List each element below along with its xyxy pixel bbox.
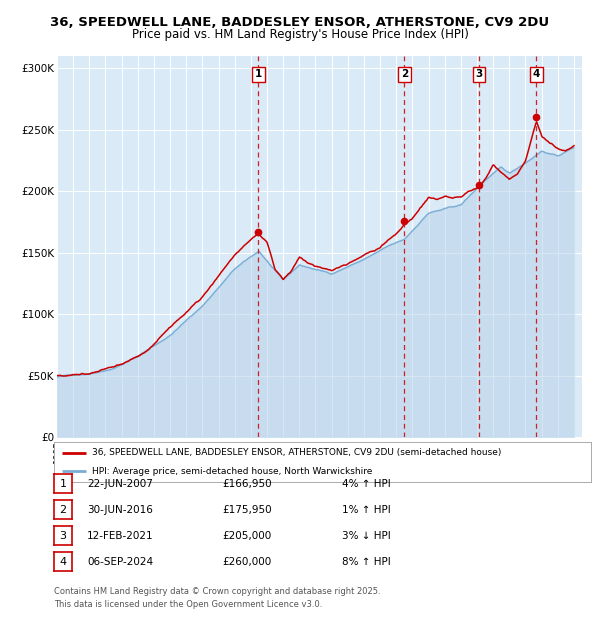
Text: £166,950: £166,950 xyxy=(222,479,272,489)
Text: Contains HM Land Registry data © Crown copyright and database right 2025.: Contains HM Land Registry data © Crown c… xyxy=(54,587,380,596)
Text: 36, SPEEDWELL LANE, BADDESLEY ENSOR, ATHERSTONE, CV9 2DU (semi-detached house): 36, SPEEDWELL LANE, BADDESLEY ENSOR, ATH… xyxy=(92,448,501,458)
Text: 2: 2 xyxy=(401,69,408,79)
Text: £175,950: £175,950 xyxy=(222,505,272,515)
Text: 22-JUN-2007: 22-JUN-2007 xyxy=(87,479,153,489)
Text: 1% ↑ HPI: 1% ↑ HPI xyxy=(342,505,391,515)
Text: 3: 3 xyxy=(59,531,67,541)
Text: 30-JUN-2016: 30-JUN-2016 xyxy=(87,505,153,515)
Text: 1: 1 xyxy=(255,69,262,79)
Text: £205,000: £205,000 xyxy=(222,531,271,541)
Text: 3% ↓ HPI: 3% ↓ HPI xyxy=(342,531,391,541)
Text: 2: 2 xyxy=(59,505,67,515)
Text: 4: 4 xyxy=(533,69,540,79)
Text: 4% ↑ HPI: 4% ↑ HPI xyxy=(342,479,391,489)
Text: 3: 3 xyxy=(475,69,482,79)
Text: 36, SPEEDWELL LANE, BADDESLEY ENSOR, ATHERSTONE, CV9 2DU: 36, SPEEDWELL LANE, BADDESLEY ENSOR, ATH… xyxy=(50,16,550,29)
Text: This data is licensed under the Open Government Licence v3.0.: This data is licensed under the Open Gov… xyxy=(54,600,322,609)
Text: Price paid vs. HM Land Registry's House Price Index (HPI): Price paid vs. HM Land Registry's House … xyxy=(131,28,469,41)
Text: 4: 4 xyxy=(59,557,67,567)
Text: 8% ↑ HPI: 8% ↑ HPI xyxy=(342,557,391,567)
Text: 1: 1 xyxy=(59,479,67,489)
Text: £260,000: £260,000 xyxy=(222,557,271,567)
Text: HPI: Average price, semi-detached house, North Warwickshire: HPI: Average price, semi-detached house,… xyxy=(92,467,372,476)
Text: 06-SEP-2024: 06-SEP-2024 xyxy=(87,557,153,567)
Text: 12-FEB-2021: 12-FEB-2021 xyxy=(87,531,154,541)
